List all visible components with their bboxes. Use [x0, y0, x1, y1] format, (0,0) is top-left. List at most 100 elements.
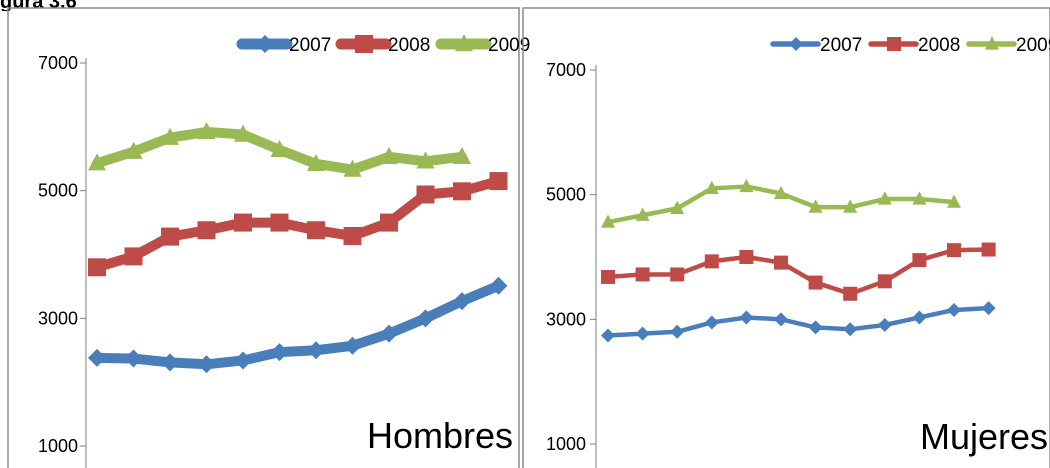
y-tick-label: 7000: [38, 53, 78, 73]
data-point: [912, 253, 927, 268]
chart-title: Mujeres: [920, 416, 1048, 457]
data-point: [704, 254, 719, 269]
data-point: [343, 159, 362, 177]
data-point: [124, 141, 143, 159]
legend-entry-2008: 2008: [868, 35, 960, 56]
y-tick-label: 3000: [546, 309, 586, 329]
legend-label: 2008: [918, 35, 960, 56]
data-point: [453, 146, 471, 165]
data-point: [197, 355, 216, 374]
data-point: [307, 221, 325, 240]
legend-swatch-marker: [789, 37, 803, 51]
series-2009: [88, 122, 471, 177]
y-tick-label: 5000: [38, 181, 78, 201]
data-point: [88, 348, 106, 367]
chart-title: Hombres: [367, 415, 513, 456]
series-line: [605, 305, 991, 338]
legend-swatch-marker: [985, 36, 999, 50]
y-tick-label: 5000: [546, 185, 586, 205]
data-point: [601, 269, 615, 284]
series-line: [92, 176, 504, 273]
data-point: [416, 309, 435, 328]
series-2008: [88, 172, 508, 277]
data-point: [380, 324, 398, 343]
data-point: [670, 324, 685, 339]
data-point: [343, 336, 362, 355]
legend: 2007 2008 2009: [236, 34, 530, 56]
panel-frame: [522, 7, 1050, 468]
figure-caption-fragment: gura 3.6: [0, 0, 77, 11]
data-point: [453, 182, 471, 201]
data-point: [161, 353, 179, 372]
data-point: [307, 153, 325, 172]
data-point: [234, 124, 252, 142]
series-line: [605, 247, 991, 297]
legend-swatch-marker: [256, 35, 274, 53]
legend-label: 2008: [388, 35, 430, 56]
y-tick-label: 3000: [38, 308, 78, 328]
series-2007: [88, 276, 508, 374]
series-line: [92, 280, 504, 370]
y-tick-label: 1000: [38, 436, 78, 456]
data-point: [704, 315, 719, 330]
data-point: [601, 328, 615, 343]
data-point: [877, 191, 892, 205]
data-point: [635, 267, 650, 282]
data-point: [270, 213, 289, 232]
data-point: [774, 312, 788, 327]
legend-label: 2009: [1016, 35, 1050, 56]
data-point: [947, 243, 961, 258]
data-point: [635, 326, 650, 341]
data-point: [774, 255, 788, 270]
data-point: [234, 213, 252, 232]
data-point: [489, 276, 508, 295]
data-point: [161, 127, 179, 145]
data-point: [670, 200, 685, 214]
data-point: [808, 275, 823, 290]
panel-frame: [7, 7, 520, 468]
data-point: [489, 172, 508, 191]
data-point: [739, 178, 754, 193]
chart-panel-mujeres: 1000 3000 5000 7000 2007 2008 2009 Mujeres: [522, 7, 1050, 468]
data-point: [601, 214, 615, 228]
data-point: [843, 199, 858, 213]
legend-swatch-marker: [455, 34, 473, 52]
data-point: [912, 310, 927, 325]
data-point: [380, 213, 398, 232]
data-point: [197, 122, 216, 140]
data-point: [670, 267, 685, 282]
legend-entry-2007: 2007: [770, 35, 862, 56]
data-point: [947, 302, 961, 317]
data-point: [947, 194, 961, 208]
data-point: [877, 317, 892, 332]
y-tick-label: 7000: [546, 60, 586, 80]
legend-entry-2007: 2007: [236, 35, 331, 56]
data-point: [808, 320, 823, 335]
data-point: [739, 250, 754, 264]
data-point: [774, 185, 788, 200]
y-tick-label: 1000: [546, 434, 586, 454]
data-point: [981, 242, 996, 257]
data-point: [912, 191, 927, 205]
data-point: [343, 226, 362, 245]
legend-entry-2009: 2009: [966, 35, 1050, 56]
data-point: [843, 322, 858, 337]
data-point: [307, 341, 325, 360]
series-2008: [601, 242, 996, 301]
legend-swatch-marker: [355, 35, 373, 53]
data-point: [416, 185, 435, 204]
data-point: [197, 221, 216, 240]
data-point: [704, 180, 719, 195]
data-point: [843, 286, 858, 301]
data-point: [635, 207, 650, 221]
data-point: [877, 274, 892, 289]
data-point: [161, 227, 179, 246]
data-point: [808, 199, 823, 213]
data-point: [88, 258, 106, 277]
data-point: [88, 153, 106, 171]
legend-label: 2007: [289, 35, 331, 56]
data-point: [453, 292, 471, 311]
data-point: [981, 301, 996, 316]
legend-entry-2008: 2008: [335, 35, 430, 56]
